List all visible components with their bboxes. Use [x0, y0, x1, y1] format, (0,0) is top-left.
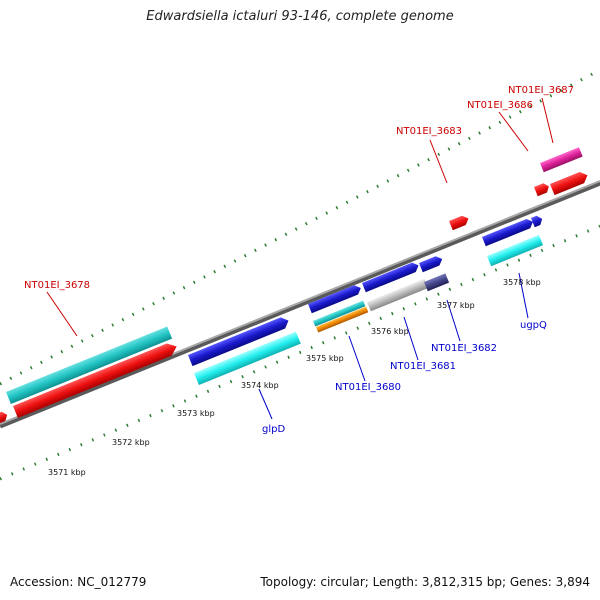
gene-blue-3681[interactable]: [362, 261, 420, 293]
gene-navy-3682[interactable]: [424, 273, 450, 292]
tick-row-lower: [0, 224, 600, 481]
gene-magenta-3687[interactable]: [540, 147, 583, 173]
scale-label: 3577 kbp: [437, 301, 475, 310]
gene-label[interactable]: NT01EI_3678: [24, 280, 90, 291]
gene-blue-3682[interactable]: [419, 254, 444, 273]
gene-label[interactable]: NT01EI_3682: [431, 343, 497, 354]
gene-red-3686-small[interactable]: [534, 182, 551, 197]
gene-red-left-edge[interactable]: [0, 410, 9, 424]
backbone: [0, 180, 600, 429]
scale-label: 3574 kbp: [241, 381, 279, 390]
gene-label[interactable]: NT01EI_3680: [335, 382, 401, 393]
gene-label[interactable]: ugpQ: [520, 320, 547, 331]
gene-blue-glpD[interactable]: [188, 315, 291, 367]
gene-label[interactable]: NT01EI_3681: [390, 361, 456, 372]
genome-summary: Topology: circular; Length: 3,812,315 bp…: [260, 575, 590, 589]
gene-gray-3681[interactable]: [367, 278, 429, 312]
scale-label: 3571 kbp: [48, 468, 86, 477]
scale-label: 3576 kbp: [371, 327, 409, 336]
gene-cyan-glpD[interactable]: [194, 331, 301, 386]
tick-row-upper: [0, 68, 600, 386]
gene-blue-ugpQ-small[interactable]: [531, 214, 544, 228]
gene-orange-3680[interactable]: [316, 306, 369, 333]
gene-blue-3680[interactable]: [308, 283, 363, 314]
gene-blue-ugpQ[interactable]: [482, 217, 535, 247]
gene-label[interactable]: glpD: [262, 424, 285, 435]
gene-cyan-ugpQ[interactable]: [487, 234, 544, 267]
gene-red-3678[interactable]: [13, 341, 179, 419]
gene-cyan-3678[interactable]: [6, 326, 173, 405]
leader-lines: [46, 97, 554, 420]
scale-label: 3575 kbp: [306, 354, 344, 363]
scale-label: 3578 kbp: [503, 278, 541, 287]
scale-label: 3573 kbp: [177, 409, 215, 418]
gene-label[interactable]: NT01EI_3683: [396, 126, 462, 137]
accession-label: Accession: NC_012779: [10, 575, 147, 589]
gene-label[interactable]: NT01EI_3687: [508, 85, 574, 96]
scale-label: 3572 kbp: [112, 438, 150, 447]
gene-red-3683[interactable]: [449, 214, 470, 231]
gene-cyan-3680[interactable]: [313, 300, 366, 327]
map-title: Edwardsiella ictaluri 93-146, complete g…: [146, 9, 454, 24]
gene-label[interactable]: NT01EI_3686: [467, 100, 533, 111]
gene-red-3687[interactable]: [550, 170, 590, 196]
